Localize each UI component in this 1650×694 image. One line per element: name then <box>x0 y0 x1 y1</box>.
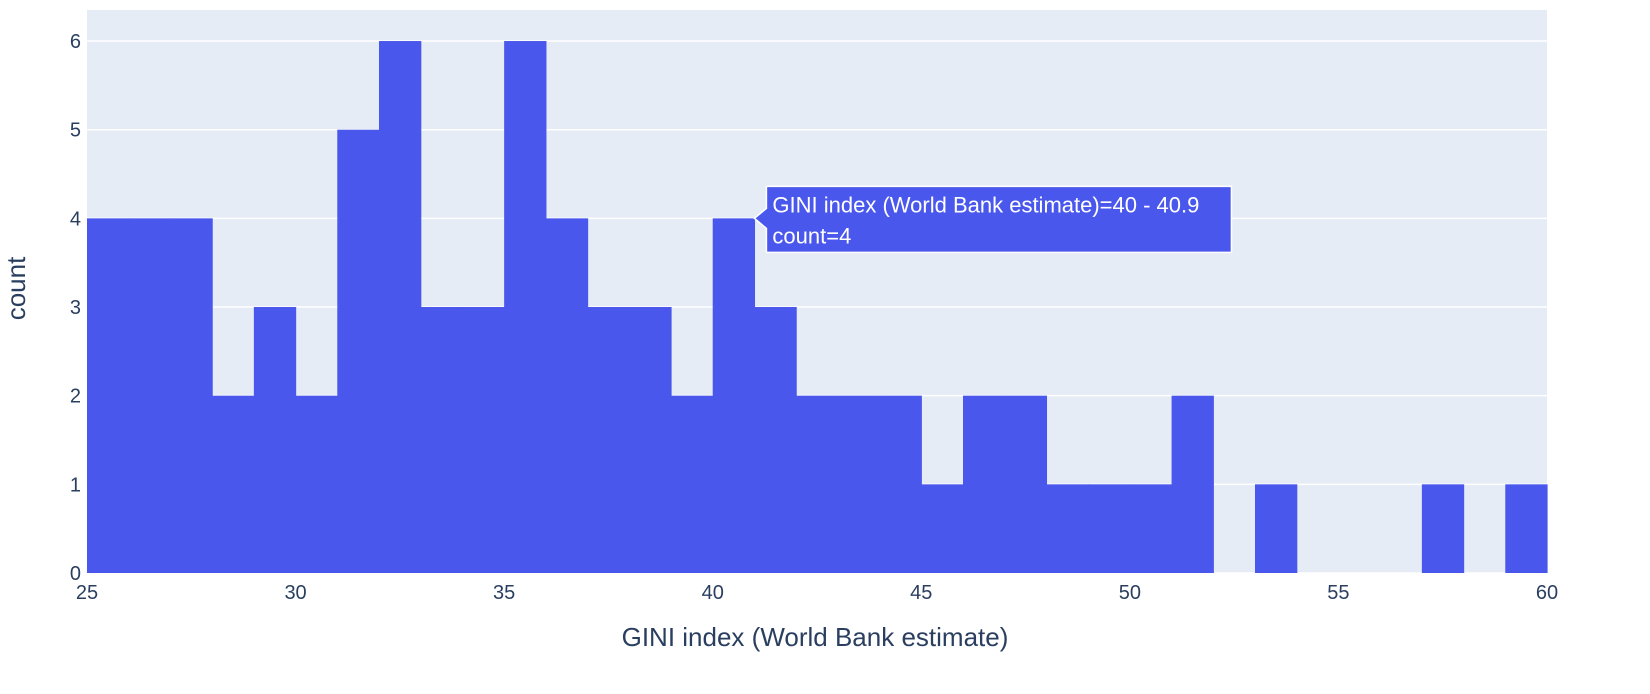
histogram-bar <box>796 395 839 573</box>
x-axis-ticks: 25 30 35 40 45 50 55 60 <box>76 582 1558 604</box>
y-tick-label: 3 <box>70 297 81 319</box>
tooltip-line-2: count=4 <box>772 223 851 248</box>
y-tick-label: 5 <box>70 120 81 142</box>
histogram-bar <box>295 395 338 573</box>
x-axis-title: GINI index (World Bank estimate) <box>622 622 1009 652</box>
histogram-bar <box>1171 395 1214 573</box>
x-tick-label: 30 <box>284 582 306 604</box>
y-tick-label: 0 <box>70 563 81 585</box>
y-tick-label: 2 <box>70 386 81 408</box>
tooltip-box <box>753 185 1233 254</box>
histogram-bar <box>1255 484 1298 573</box>
y-axis-title: count <box>1 256 31 320</box>
x-tick-label: 40 <box>702 582 724 604</box>
x-tick-label: 60 <box>1536 582 1558 604</box>
histogram-bar <box>87 218 130 574</box>
x-tick-label: 35 <box>493 582 515 604</box>
histogram-bar <box>837 395 881 573</box>
tooltip-line-1: GINI index (World Bank estimate)=40 - 40… <box>772 192 1199 217</box>
histogram-bar <box>879 395 922 573</box>
histogram-bar <box>671 395 714 573</box>
histogram-bar <box>587 307 630 573</box>
histogram-bar <box>212 395 255 573</box>
histogram-bar <box>1129 484 1173 573</box>
y-tick-label: 6 <box>70 31 81 53</box>
histogram-bar <box>337 129 380 573</box>
x-tick-label: 55 <box>1327 582 1349 604</box>
histogram-bar <box>754 307 797 573</box>
histogram-bar <box>379 41 422 573</box>
histogram-bar <box>963 395 1006 573</box>
y-axis-ticks: 0 1 2 3 4 5 6 <box>70 31 81 585</box>
histogram-bar <box>504 41 547 573</box>
histogram-bar <box>712 218 756 574</box>
histogram-bar <box>1505 484 1548 573</box>
y-tick-label: 4 <box>70 208 81 230</box>
histogram-bar <box>921 484 964 573</box>
histogram-bar <box>1046 484 1089 573</box>
histogram-bar <box>1088 484 1131 573</box>
histogram-bar <box>253 307 297 573</box>
histogram-bar <box>128 218 172 574</box>
x-tick-label: 45 <box>910 582 932 604</box>
y-tick-label: 1 <box>70 474 81 496</box>
histogram-bar <box>420 307 464 573</box>
histogram-bar <box>170 218 213 574</box>
bars <box>87 41 1548 574</box>
histogram-bar <box>629 307 672 573</box>
hover-tooltip: GINI index (World Bank estimate)=40 - 40… <box>753 185 1233 254</box>
x-tick-label: 50 <box>1119 582 1141 604</box>
x-tick-label: 25 <box>76 582 98 604</box>
histogram-bar <box>1421 484 1465 573</box>
histogram-bar <box>462 307 505 573</box>
histogram-bar <box>1004 395 1048 573</box>
histogram-bar <box>545 218 589 574</box>
